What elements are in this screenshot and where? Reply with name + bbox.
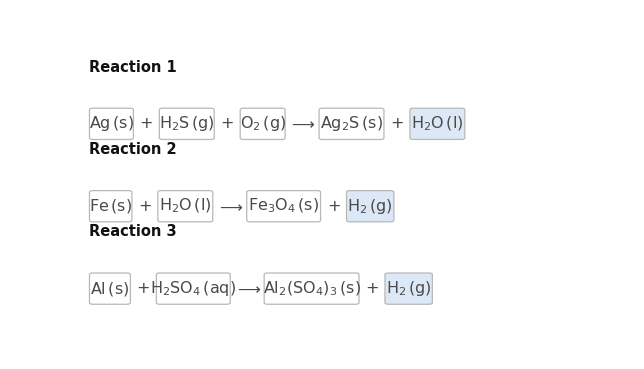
Text: $\mathrm{H_2S\,(g)}$: $\mathrm{H_2S\,(g)}$: [159, 114, 214, 133]
Text: +: +: [137, 281, 150, 296]
FancyBboxPatch shape: [346, 191, 394, 222]
FancyBboxPatch shape: [264, 273, 359, 304]
FancyBboxPatch shape: [90, 108, 133, 139]
Text: $\mathrm{Al\,(s)}$: $\mathrm{Al\,(s)}$: [90, 280, 129, 298]
Text: +: +: [365, 281, 379, 296]
FancyBboxPatch shape: [156, 273, 230, 304]
Text: $\mathrm{Fe\,(s)}$: $\mathrm{Fe\,(s)}$: [89, 197, 132, 215]
FancyBboxPatch shape: [410, 108, 465, 139]
FancyBboxPatch shape: [240, 108, 285, 139]
FancyBboxPatch shape: [158, 191, 213, 222]
Text: $\longrightarrow$: $\longrightarrow$: [289, 116, 316, 131]
Text: $\mathrm{H_2O\,(l)}$: $\mathrm{H_2O\,(l)}$: [159, 197, 212, 215]
Text: +: +: [138, 199, 151, 214]
Text: +: +: [327, 199, 340, 214]
Text: $\mathrm{H_2\,(g)}$: $\mathrm{H_2\,(g)}$: [386, 279, 431, 298]
Text: $\mathrm{H_2\,(g)}$: $\mathrm{H_2\,(g)}$: [347, 197, 393, 216]
Text: $\longrightarrow$: $\longrightarrow$: [234, 281, 261, 296]
FancyBboxPatch shape: [385, 273, 432, 304]
Text: $\mathrm{O_2\,(g)}$: $\mathrm{O_2\,(g)}$: [240, 114, 286, 133]
Text: $\mathrm{Ag\,(s)}$: $\mathrm{Ag\,(s)}$: [89, 114, 134, 133]
Text: Reaction 2: Reaction 2: [90, 142, 177, 157]
FancyBboxPatch shape: [159, 108, 214, 139]
Text: $\mathrm{Fe_3O_4\,(s)}$: $\mathrm{Fe_3O_4\,(s)}$: [248, 197, 319, 215]
FancyBboxPatch shape: [247, 191, 321, 222]
Text: $\mathrm{H_2O\,(l)}$: $\mathrm{H_2O\,(l)}$: [411, 115, 464, 133]
FancyBboxPatch shape: [319, 108, 384, 139]
Text: $\longrightarrow$: $\longrightarrow$: [216, 199, 243, 214]
Text: Reaction 1: Reaction 1: [90, 59, 177, 75]
Text: Reaction 3: Reaction 3: [90, 224, 177, 239]
Text: $\mathrm{Al_2(SO_4)_3\,(s)}$: $\mathrm{Al_2(SO_4)_3\,(s)}$: [263, 279, 361, 298]
Text: +: +: [390, 116, 404, 131]
Text: $\mathrm{Ag_2S\,(s)}$: $\mathrm{Ag_2S\,(s)}$: [320, 114, 383, 133]
FancyBboxPatch shape: [90, 273, 130, 304]
Text: $\mathrm{H_2SO_4\,(aq)}$: $\mathrm{H_2SO_4\,(aq)}$: [150, 279, 236, 298]
Text: +: +: [220, 116, 234, 131]
FancyBboxPatch shape: [90, 191, 132, 222]
Text: +: +: [140, 116, 153, 131]
